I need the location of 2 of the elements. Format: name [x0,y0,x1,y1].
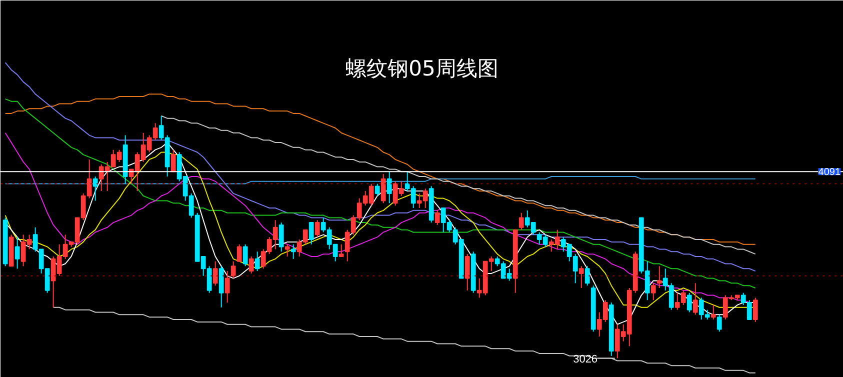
chart-title: 螺纹钢05周线图 [346,56,498,80]
annotation: 3026 [573,353,598,366]
